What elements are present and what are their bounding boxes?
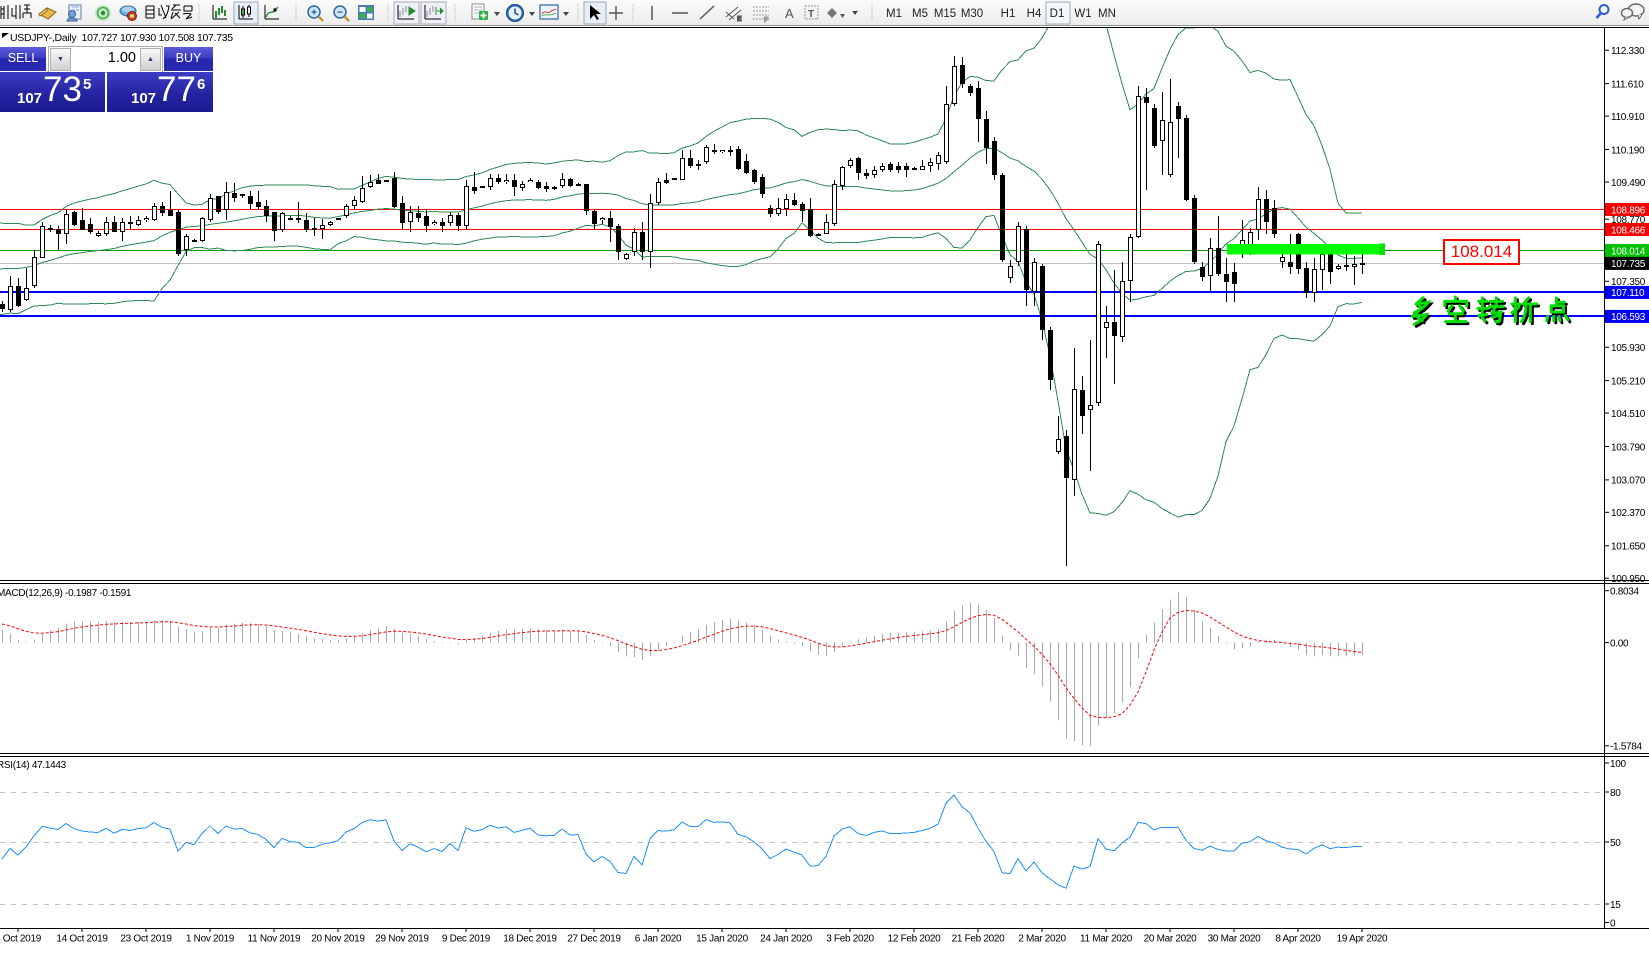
svg-text:E: E [737,16,742,23]
svg-text:RSI(14) 47.1443: RSI(14) 47.1443 [0,760,67,771]
svg-text:105.210: 105.210 [1611,376,1646,387]
svg-text:110.910: 110.910 [1611,112,1645,123]
svg-text:108.014: 108.014 [1611,246,1646,257]
svg-text:20 Mar 2020: 20 Mar 2020 [1144,934,1198,945]
svg-text:112.330: 112.330 [1611,46,1645,57]
svg-text:H1: H1 [1001,8,1016,20]
svg-text:4 Oct 2019: 4 Oct 2019 [0,934,42,945]
svg-text:0.00: 0.00 [1610,638,1629,649]
svg-text:M5: M5 [912,8,928,20]
svg-text:15 Jan 2020: 15 Jan 2020 [696,934,748,945]
svg-text:11 Mar 2020: 11 Mar 2020 [1080,934,1133,945]
svg-text:2 Mar 2020: 2 Mar 2020 [1018,934,1066,945]
svg-text:A: A [785,6,794,21]
svg-text:−: − [337,8,343,19]
svg-text:D1: D1 [1050,8,1065,20]
svg-text:102.370: 102.370 [1611,508,1646,519]
svg-text:T: T [808,9,814,20]
svg-text:101.650: 101.650 [1611,542,1646,553]
svg-text:104.510: 104.510 [1611,409,1646,420]
svg-text:M1: M1 [886,8,902,20]
svg-text:108.466: 108.466 [1611,225,1646,236]
svg-text:108.896: 108.896 [1611,205,1646,216]
svg-text:9 Dec 2019: 9 Dec 2019 [442,934,491,945]
svg-text:8 Apr 2020: 8 Apr 2020 [1275,934,1321,945]
svg-text:24 Jan 2020: 24 Jan 2020 [760,934,812,945]
svg-text:109.490: 109.490 [1611,178,1646,189]
svg-text:19 Apr 2020: 19 Apr 2020 [1337,934,1388,945]
svg-text:27 Dec 2019: 27 Dec 2019 [567,934,621,945]
svg-text:12 Feb 2020: 12 Feb 2020 [888,934,942,945]
svg-text:6 Jan 2020: 6 Jan 2020 [635,934,682,945]
svg-text:110.190: 110.190 [1611,145,1645,156]
svg-text:0: 0 [1610,918,1616,929]
svg-text:H4: H4 [1027,8,1042,20]
svg-text:3 Feb 2020: 3 Feb 2020 [826,934,874,945]
svg-text:1 Nov 2019: 1 Nov 2019 [186,934,235,945]
svg-text:107.350: 107.350 [1611,277,1646,288]
svg-text:50: 50 [1610,838,1621,849]
svg-text:F: F [764,17,769,24]
svg-text:23 Oct 2019: 23 Oct 2019 [120,934,172,945]
svg-text:14 Oct 2019: 14 Oct 2019 [56,934,108,945]
svg-text:107.735: 107.735 [1611,259,1646,270]
svg-text:105.930: 105.930 [1611,343,1646,354]
svg-text:11 Nov 2019: 11 Nov 2019 [248,934,301,945]
svg-text:100.950: 100.950 [1611,574,1646,585]
svg-text:21 Feb 2020: 21 Feb 2020 [952,934,1006,945]
svg-text:103.070: 103.070 [1611,476,1646,487]
svg-text:M30: M30 [961,8,983,20]
svg-text:MACD(12,26,9) -0.1987 -0.1591: MACD(12,26,9) -0.1987 -0.1591 [0,588,132,599]
svg-text:15: 15 [1610,900,1621,911]
svg-text:107.110: 107.110 [1611,288,1645,299]
svg-text:106.593: 106.593 [1611,312,1646,323]
svg-text:100: 100 [1610,759,1627,770]
svg-text:29 Nov 2019: 29 Nov 2019 [375,934,429,945]
svg-text:80: 80 [1610,788,1621,799]
svg-text:-1.5784: -1.5784 [1610,742,1643,753]
svg-text:103.790: 103.790 [1611,442,1646,453]
svg-text:111.610: 111.610 [1611,79,1644,90]
svg-text:30 Mar 2020: 30 Mar 2020 [1208,934,1262,945]
svg-text:0.8034: 0.8034 [1610,587,1640,598]
svg-text:20 Nov 2019: 20 Nov 2019 [311,934,365,945]
svg-text:MN: MN [1098,8,1116,20]
svg-text:18 Dec 2019: 18 Dec 2019 [503,934,557,945]
svg-text:M15: M15 [934,8,956,20]
svg-text:+: + [311,8,317,19]
svg-text:108.770: 108.770 [1611,215,1646,226]
svg-text:W1: W1 [1074,8,1091,20]
svg-text:USDJPY-,Daily 107.727 107.930: USDJPY-,Daily 107.727 107.930 107.508 10… [10,32,233,44]
